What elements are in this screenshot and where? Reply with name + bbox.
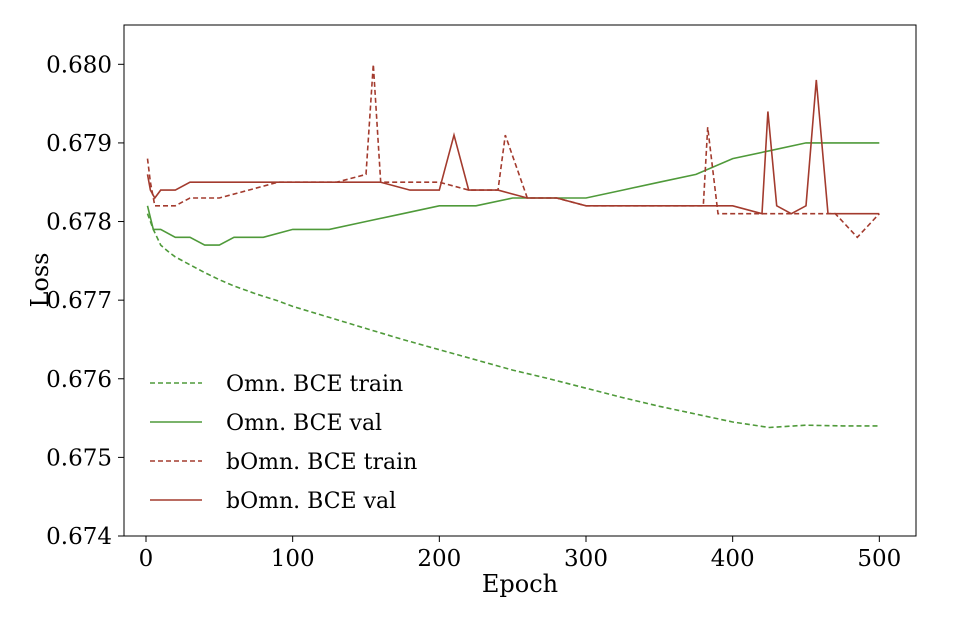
- y-axis-title: Loss: [26, 252, 54, 307]
- x-tick-label: 200: [417, 546, 461, 572]
- legend-label: bOmn. BCE val: [226, 489, 396, 514]
- series-line-3: [146, 79, 880, 215]
- x-tick-label: 100: [271, 546, 315, 572]
- x-tick-label: 500: [857, 546, 901, 572]
- legend-label: Omn. BCE val: [226, 411, 382, 436]
- axis-ticks: 0 100 200 300 400 500 0.674 0.675 0.676 0.677 0.67…: [46, 52, 901, 572]
- y-tick-label: 0.675: [46, 445, 112, 471]
- legend-label: Omn. BCE train: [226, 372, 403, 397]
- y-tick-label: 0.677: [46, 288, 112, 314]
- y-tick-label: 0.680: [46, 52, 112, 78]
- legend: Omn. BCE train Omn. BCE val bOmn. BCE trai…: [150, 372, 417, 514]
- y-tick-label: 0.674: [46, 524, 112, 550]
- y-tick-label: 0.676: [46, 367, 112, 393]
- legend-label: bOmn. BCE train: [226, 450, 417, 475]
- plot-frame: [123, 24, 917, 537]
- x-tick-label: 0: [139, 546, 154, 572]
- x-tick-label: 400: [711, 546, 755, 572]
- series-lines: [146, 64, 880, 429]
- series-line-1: [146, 142, 880, 246]
- y-tick-label: 0.678: [46, 210, 112, 236]
- x-tick-label: 300: [564, 546, 608, 572]
- series-line-0: [146, 213, 880, 429]
- y-tick-label: 0.679: [46, 131, 112, 157]
- x-axis-title: Epoch: [482, 570, 558, 598]
